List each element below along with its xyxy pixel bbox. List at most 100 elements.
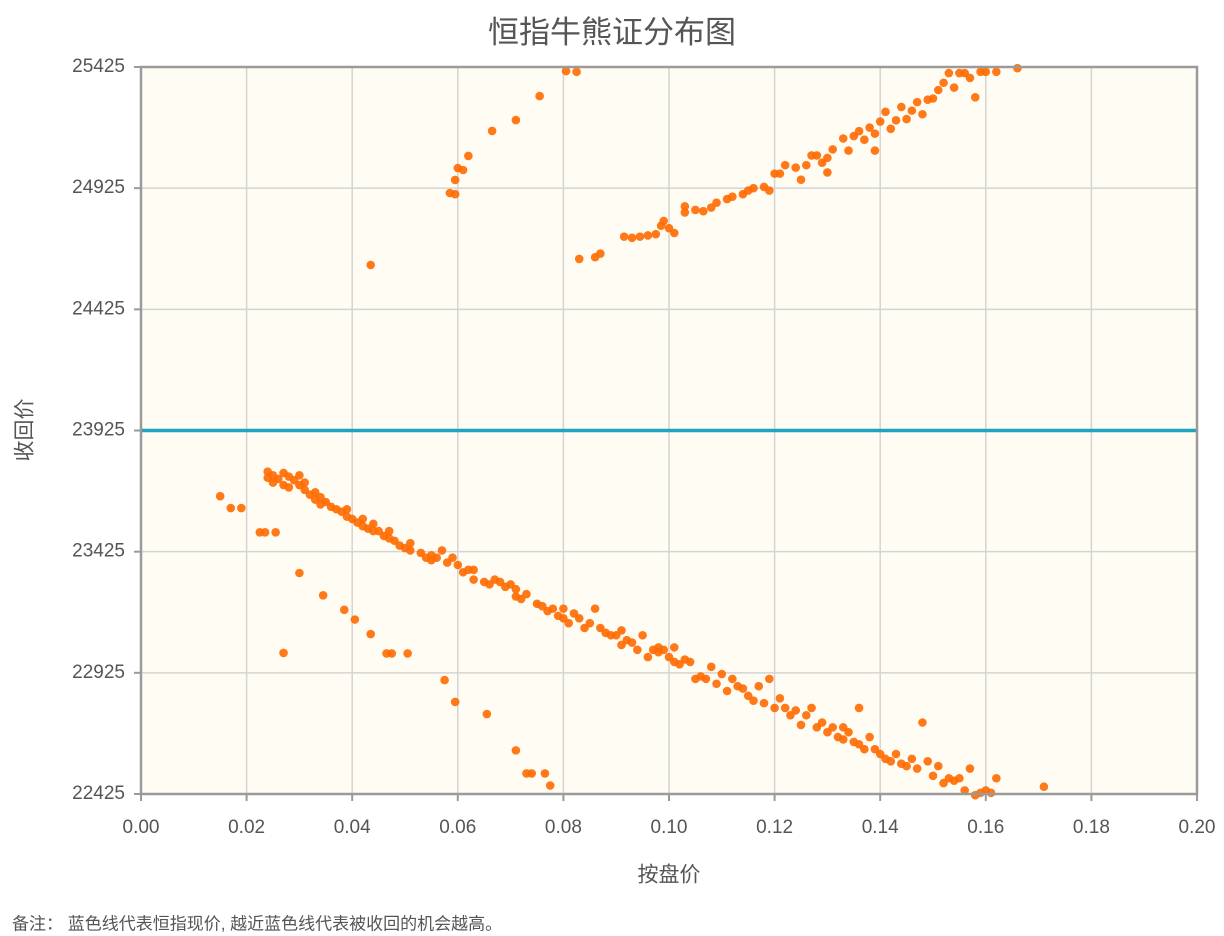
data-point bbox=[828, 145, 837, 154]
data-point bbox=[823, 153, 832, 163]
tick-labels: 0.00 0.02 0.04 0.06 0.08 0.10 0.12 0.14 0.16 0.18… bbox=[72, 56, 1215, 838]
data-point bbox=[955, 773, 964, 783]
data-point bbox=[801, 160, 811, 170]
data-point bbox=[458, 165, 468, 175]
x-tick-label: 0.00 bbox=[123, 817, 160, 838]
data-point bbox=[596, 249, 605, 258]
data-point bbox=[669, 643, 679, 652]
data-point bbox=[712, 198, 721, 208]
data-point bbox=[823, 168, 832, 177]
y-tick-label: 23925 bbox=[72, 420, 125, 441]
data-point bbox=[511, 746, 521, 755]
y-axis-label: 收回价 bbox=[14, 399, 37, 462]
data-point bbox=[870, 146, 880, 155]
data-point bbox=[965, 764, 975, 773]
data-point bbox=[572, 67, 581, 77]
data-point bbox=[635, 232, 645, 241]
data-point bbox=[865, 732, 874, 742]
data-point bbox=[796, 720, 806, 730]
data-point bbox=[405, 538, 415, 548]
data-point bbox=[271, 527, 280, 537]
points bbox=[215, 63, 1049, 800]
data-point bbox=[548, 604, 558, 613]
data-point bbox=[215, 491, 225, 501]
data-point bbox=[970, 92, 980, 102]
data-point bbox=[865, 123, 874, 132]
data-point bbox=[886, 124, 896, 134]
data-point bbox=[844, 146, 853, 155]
data-point bbox=[450, 697, 460, 707]
data-point bbox=[464, 151, 473, 161]
data-point bbox=[765, 674, 774, 684]
data-point bbox=[237, 503, 246, 513]
data-point bbox=[817, 718, 827, 727]
data-point bbox=[907, 754, 917, 764]
data-point bbox=[780, 160, 790, 170]
data-point bbox=[738, 684, 748, 693]
data-point bbox=[300, 478, 309, 487]
x-tick-label: 0.08 bbox=[545, 817, 582, 838]
x-tick-label: 0.02 bbox=[228, 817, 265, 838]
x-axis-label: 按盘价 bbox=[638, 864, 701, 887]
data-point bbox=[482, 709, 492, 719]
data-point bbox=[226, 503, 236, 513]
data-point bbox=[791, 163, 801, 172]
data-point bbox=[403, 649, 412, 658]
data-point bbox=[854, 126, 864, 136]
data-point bbox=[780, 703, 790, 713]
data-point bbox=[450, 175, 460, 185]
data-point bbox=[902, 761, 911, 771]
data-point bbox=[801, 710, 811, 720]
data-point bbox=[897, 102, 906, 112]
data-point bbox=[295, 471, 304, 480]
data-point bbox=[574, 254, 584, 264]
data-point bbox=[759, 698, 769, 708]
data-point bbox=[949, 83, 959, 92]
data-point bbox=[706, 662, 716, 672]
data-point bbox=[448, 553, 457, 563]
data-point bbox=[339, 605, 349, 615]
data-point bbox=[886, 756, 896, 766]
data-point bbox=[643, 652, 653, 662]
data-point bbox=[912, 764, 922, 773]
data-point bbox=[775, 169, 785, 178]
data-point bbox=[619, 232, 629, 241]
y-tick-label: 24425 bbox=[72, 298, 125, 319]
data-point bbox=[928, 94, 938, 103]
data-point bbox=[722, 686, 732, 696]
data-point bbox=[717, 669, 727, 679]
data-point bbox=[651, 229, 661, 239]
data-point bbox=[939, 78, 948, 88]
data-point bbox=[754, 681, 764, 691]
x-tick-label: 0.04 bbox=[334, 817, 371, 838]
data-point bbox=[860, 744, 869, 754]
data-point bbox=[912, 97, 922, 107]
data-point bbox=[284, 483, 294, 492]
data-point bbox=[450, 189, 460, 199]
data-point bbox=[680, 202, 690, 211]
footnote: 备注： 蓝色线代表恒指现价, 越近蓝色线代表被收回的机会越高。 bbox=[12, 914, 502, 933]
data-point bbox=[907, 106, 917, 115]
data-point bbox=[633, 645, 642, 655]
data-point bbox=[699, 206, 708, 216]
data-point bbox=[469, 575, 478, 584]
data-point bbox=[701, 674, 711, 684]
data-point bbox=[487, 126, 497, 136]
data-point bbox=[522, 589, 531, 599]
data-point bbox=[437, 546, 447, 555]
data-point bbox=[535, 91, 544, 101]
x-tick-label: 0.20 bbox=[1179, 817, 1216, 838]
data-point bbox=[712, 679, 721, 689]
data-point bbox=[405, 546, 415, 555]
data-point bbox=[659, 216, 669, 226]
data-point bbox=[1039, 782, 1049, 792]
data-point bbox=[981, 67, 991, 77]
data-point bbox=[369, 519, 378, 529]
data-point bbox=[685, 657, 695, 667]
data-point bbox=[923, 756, 933, 766]
data-point bbox=[564, 618, 573, 628]
y-tick-label: 22925 bbox=[72, 662, 125, 683]
data-point bbox=[511, 584, 521, 594]
data-point bbox=[928, 771, 938, 781]
